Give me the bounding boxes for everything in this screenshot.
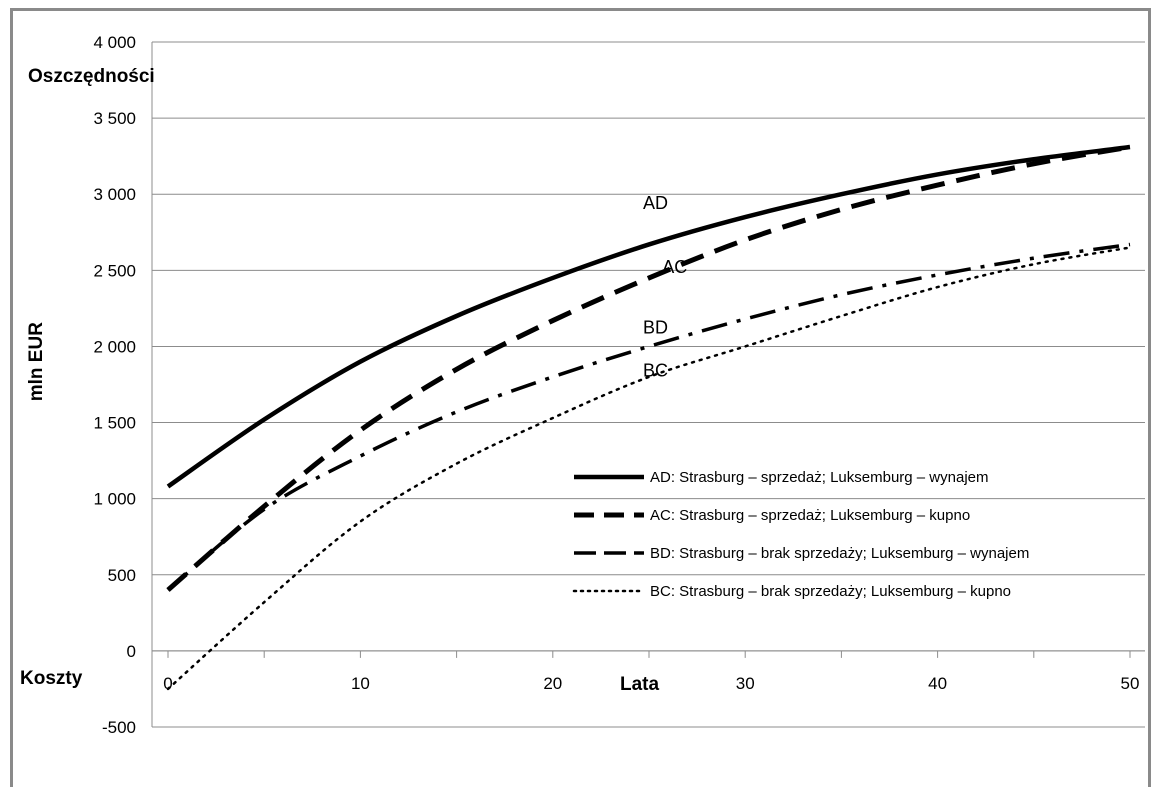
y-axis-title: mln EUR bbox=[26, 322, 47, 401]
y-tick-label: 3 500 bbox=[93, 109, 136, 128]
x-tick-label: 10 bbox=[351, 674, 370, 693]
y-tick-label: 0 bbox=[127, 642, 136, 661]
y-tick-label: 3 000 bbox=[93, 185, 136, 204]
legend-entry-bd: BD: Strasburg – brak sprzedaży; Luksembu… bbox=[650, 545, 1029, 562]
x-tick-label: 0 bbox=[163, 674, 172, 693]
series-label-bc: BC bbox=[643, 360, 668, 380]
x-tick-label: 20 bbox=[543, 674, 562, 693]
y-tick-label: 4 000 bbox=[93, 33, 136, 52]
y-tick-label: 2 500 bbox=[93, 261, 136, 280]
legend-entry-bc: BC: Strasburg – brak sprzedaży; Luksembu… bbox=[650, 583, 1011, 600]
series-label-ad: AD bbox=[643, 193, 668, 213]
x-tick-label: 40 bbox=[928, 674, 947, 693]
x-tick-label: 30 bbox=[736, 674, 755, 693]
y-tick-label: 1 500 bbox=[93, 414, 136, 433]
chart-frame bbox=[10, 8, 1151, 787]
y-tick-label: -500 bbox=[102, 718, 136, 737]
savings-annotation: Oszczędności bbox=[28, 66, 155, 87]
series-line-bd bbox=[166, 242, 1131, 592]
series-line-ad bbox=[166, 144, 1131, 489]
legend-entry-ac: AC: Strasburg – sprzedaż; Luksemburg – k… bbox=[650, 507, 970, 524]
series-label-ac: AC bbox=[662, 257, 687, 277]
x-tick-label: 50 bbox=[1121, 674, 1140, 693]
legend-entry-ad: AD: Strasburg – sprzedaż; Luksemburg – w… bbox=[650, 469, 989, 486]
y-tick-label: 500 bbox=[108, 566, 136, 585]
series-label-bd: BD bbox=[643, 318, 668, 338]
y-tick-label: 2 000 bbox=[93, 337, 136, 356]
costs-annotation: Koszty bbox=[20, 668, 83, 689]
series-line-ac bbox=[166, 144, 1131, 592]
y-tick-label: 1 000 bbox=[93, 490, 136, 509]
series-line-bc bbox=[166, 246, 1132, 691]
x-axis-title: Lata bbox=[620, 674, 660, 695]
